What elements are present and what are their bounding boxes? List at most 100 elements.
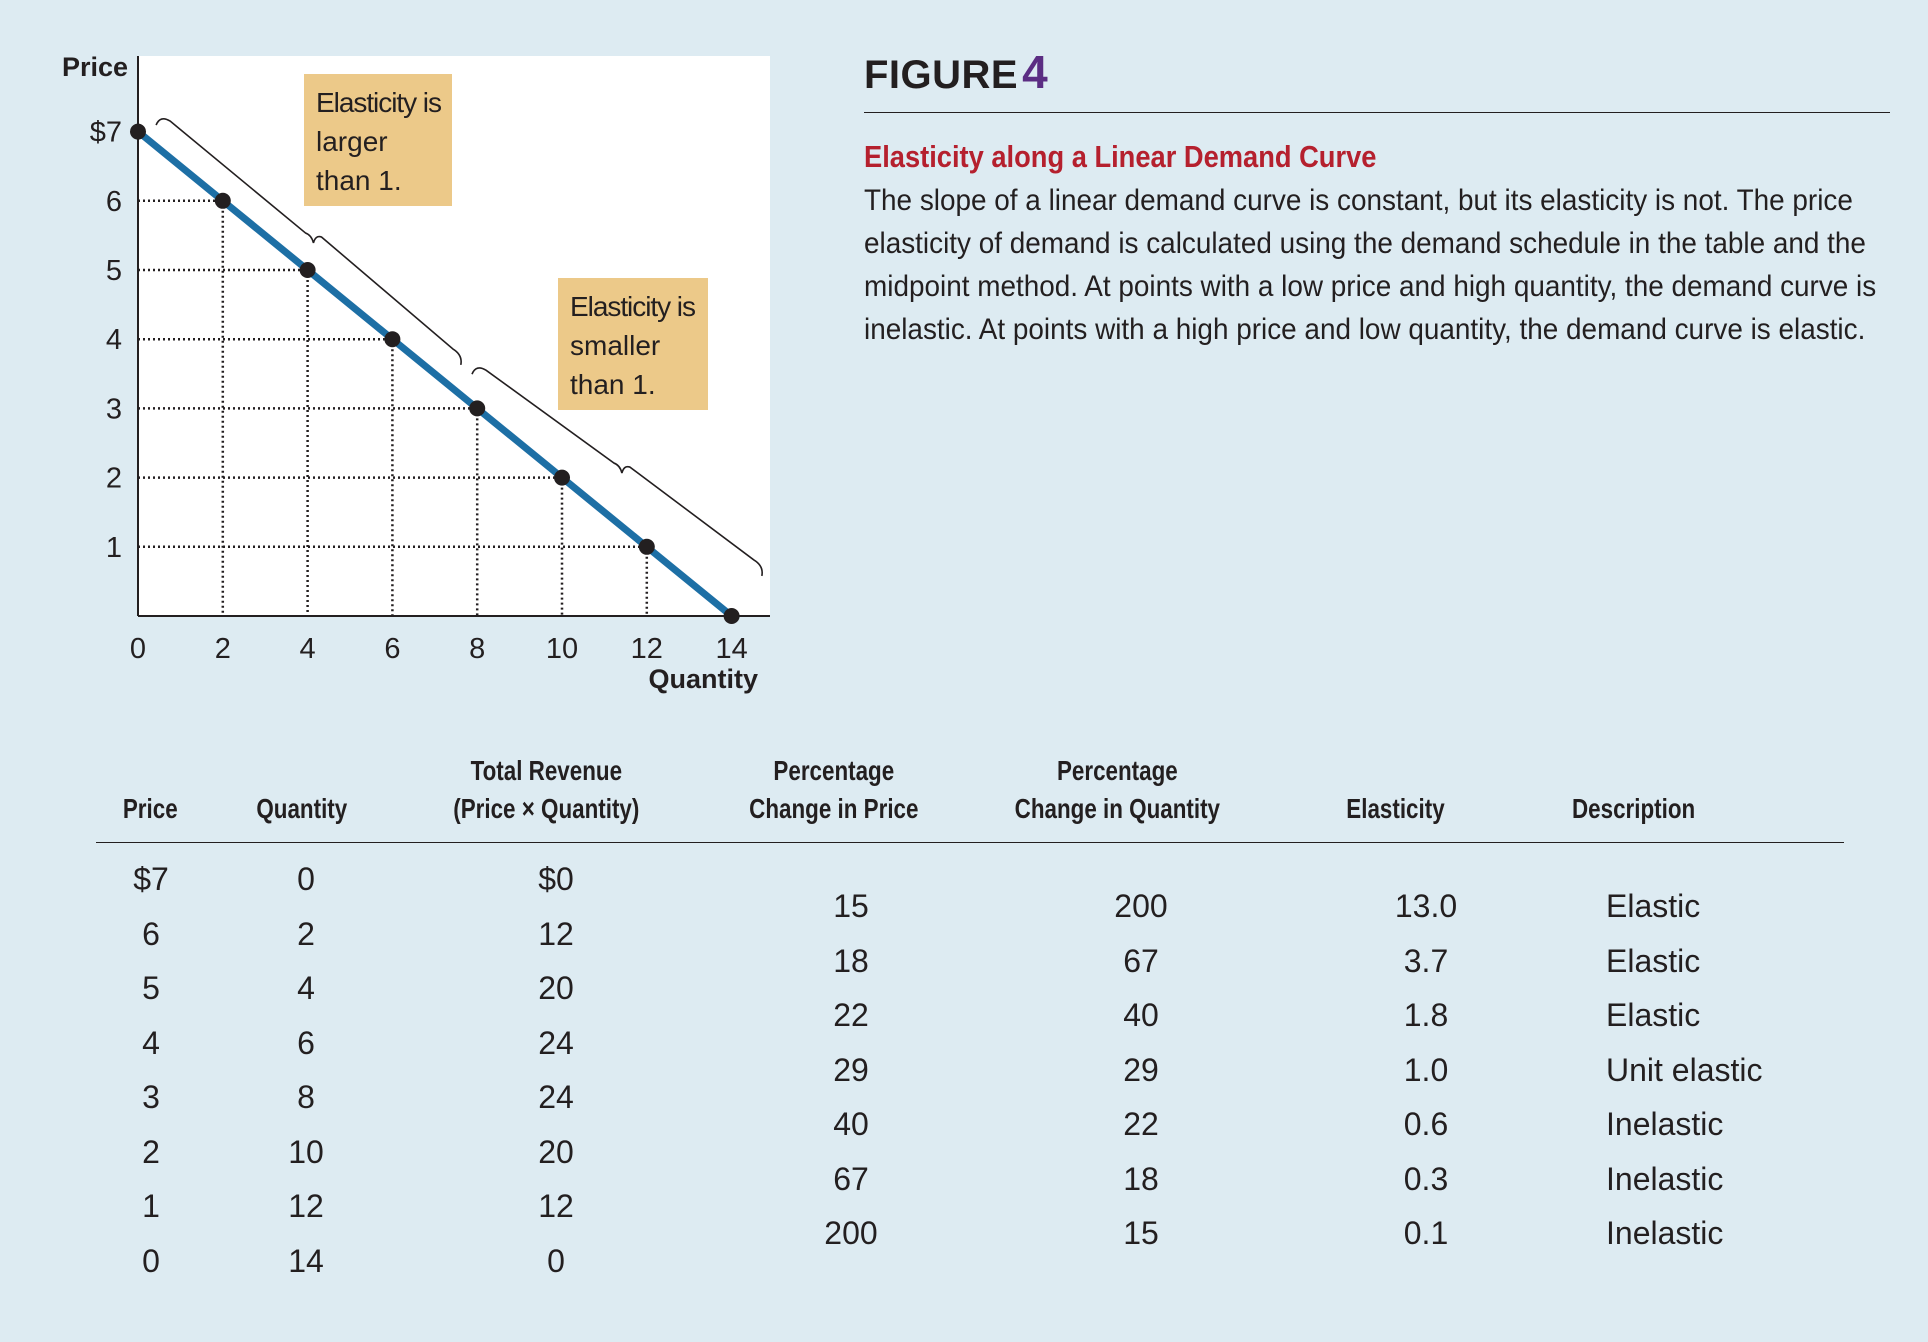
demand-curve-chart: 0 2 4 6 8 10 12 14 $7 6 5 4 3 2 1 Elasticity is larger t… xyxy=(62,52,770,694)
x-tick-label: 8 xyxy=(469,633,485,665)
y-tick-label: 2 xyxy=(106,463,122,495)
demand-series xyxy=(130,123,740,624)
change-cell-description: Elastic xyxy=(1606,942,1701,979)
change-cell-pct_price: 29 xyxy=(833,1051,869,1088)
change-cell-description: Elastic xyxy=(1606,888,1701,925)
change-cell-pct_qty: 15 xyxy=(1123,1215,1159,1252)
schedule-cell-revenue: 24 xyxy=(538,1079,574,1115)
schedule-cell-quantity: 8 xyxy=(297,1079,315,1115)
change-cell-pct_price: 15 xyxy=(833,888,869,925)
x-tick-label: 14 xyxy=(715,633,747,665)
demand-line xyxy=(135,128,734,619)
axis-ticks: 0 2 4 6 8 10 12 14 $7 6 5 4 3 2 1 xyxy=(90,117,748,665)
change-cell-pct_qty: 67 xyxy=(1123,942,1159,979)
schedule-cell-revenue: 20 xyxy=(538,1133,574,1170)
figure-caption: The slope of a linear demand curve is co… xyxy=(864,184,1877,347)
schedule-cell-price: 0 xyxy=(142,1242,160,1279)
schedule-cell-price: 3 xyxy=(142,1079,160,1115)
schedule-cell-price: 4 xyxy=(142,1024,160,1061)
schedule-cell-quantity: 4 xyxy=(297,970,315,1006)
change-cell-elasticity: 0.6 xyxy=(1403,1106,1449,1143)
figure-number: 4 xyxy=(1022,46,1049,98)
x-tick-label: 10 xyxy=(546,633,578,665)
schedule-cell-price: 6 xyxy=(142,915,160,952)
change-cell-elasticity: 1.8 xyxy=(1403,997,1449,1034)
change-cell-pct_price: 18 xyxy=(833,942,869,979)
annotation-text: Elasticity is xyxy=(316,87,442,118)
x-tick-label: 2 xyxy=(215,633,231,665)
data-point xyxy=(638,538,655,555)
header-total-revenue: Total Revenue (Price × Quantity) xyxy=(400,752,692,843)
change-cell-description: Elastic xyxy=(1606,997,1701,1034)
x-tick-label: 4 xyxy=(300,633,316,665)
y-tick-label: 5 xyxy=(106,255,122,287)
header-price: Price xyxy=(96,752,205,843)
figure-title: Elasticity along a Linear Demand Curve xyxy=(864,139,1377,175)
figure-rule xyxy=(864,112,1890,114)
table-body: $7 0 $0 6 2 12 5 4 20 4 6 24 3 8 24 2 10 20 1 12 12 0 14 0 15 200… xyxy=(96,852,1844,1292)
change-cell-description: Inelastic xyxy=(1606,1215,1724,1252)
header-pct-change-price: Percentage Change in Price xyxy=(691,752,976,843)
data-point xyxy=(299,262,316,278)
x-tick-label: 12 xyxy=(631,633,663,665)
data-point xyxy=(554,469,570,486)
y-tick-label: 6 xyxy=(106,186,122,218)
annotation-box xyxy=(558,278,708,410)
header-elasticity: Elasticity xyxy=(1258,752,1532,843)
schedule-cell-quantity: 12 xyxy=(288,1188,324,1224)
annotation-text: than 1. xyxy=(316,165,402,196)
annotation-box xyxy=(304,74,452,206)
gridlines xyxy=(138,199,649,616)
schedule-cell-price: 5 xyxy=(142,970,160,1006)
change-cell-description: Inelastic xyxy=(1606,1106,1724,1143)
change-cell-pct_qty: 40 xyxy=(1123,997,1159,1034)
data-point xyxy=(384,331,401,348)
schedule-cell-price: 2 xyxy=(142,1133,160,1170)
schedule-cell-quantity: 0 xyxy=(297,861,315,897)
change-cell-elasticity: 13.0 xyxy=(1394,888,1458,925)
y-tick-label: 1 xyxy=(106,532,122,564)
annotation-text: Elasticity is xyxy=(570,291,696,322)
schedule-cell-revenue: 0 xyxy=(547,1242,565,1279)
schedule-cell-price: $7 xyxy=(133,861,169,897)
schedule-cell-revenue: 12 xyxy=(538,1188,574,1224)
schedule-cell-revenue: 24 xyxy=(538,1024,574,1061)
schedule-cell-revenue: 20 xyxy=(538,970,574,1006)
y-tick-label: 3 xyxy=(106,393,122,425)
change-cell-pct_qty: 22 xyxy=(1123,1106,1159,1143)
figure-caption-block: FIGURE4 Elasticity along a Linear Demand… xyxy=(864,40,1890,351)
x-tick-label: 6 xyxy=(384,633,400,665)
y-tick-label: 4 xyxy=(106,324,122,356)
annotations: Elasticity is larger than 1. Elasticity is s… xyxy=(304,74,708,410)
y-axis-label: Price xyxy=(62,52,128,82)
figure-heading: FIGURE4 xyxy=(864,40,1890,104)
brace-inelastic xyxy=(471,367,763,577)
change-cell-elasticity: 0.3 xyxy=(1403,1160,1449,1197)
schedule-cell-revenue: 12 xyxy=(538,915,574,952)
schedule-cell-quantity: 10 xyxy=(288,1133,324,1170)
elasticity-braces xyxy=(155,118,763,577)
change-cell-pct_price: 22 xyxy=(833,997,869,1034)
annotation-text: larger xyxy=(316,126,388,157)
header-pct-change-quantity: Percentage Change in Quantity xyxy=(975,752,1259,843)
data-point xyxy=(469,400,486,417)
annotation-text: than 1. xyxy=(570,369,656,400)
figure-label: FIGURE xyxy=(864,53,1019,97)
change-cell-pct_qty: 18 xyxy=(1123,1160,1159,1197)
y-tick-label: $7 xyxy=(90,117,122,149)
schedule-cell-revenue: $0 xyxy=(538,861,574,897)
change-cell-description: Unit elastic xyxy=(1606,1051,1763,1088)
change-cell-pct_price: 67 xyxy=(833,1160,869,1197)
change-cell-pct_price: 200 xyxy=(824,1215,878,1252)
annotation-text: smaller xyxy=(570,330,660,361)
x-axis-label: Quantity xyxy=(648,664,758,694)
change-cell-description: Inelastic xyxy=(1606,1160,1724,1197)
schedule-cell-quantity: 14 xyxy=(288,1242,324,1279)
data-point xyxy=(723,608,740,624)
change-cell-pct_price: 40 xyxy=(833,1106,869,1143)
x-tick-label: 0 xyxy=(130,633,146,665)
header-quantity: Quantity xyxy=(204,752,401,843)
change-cell-pct_qty: 29 xyxy=(1123,1051,1159,1088)
change-cell-elasticity: 3.7 xyxy=(1403,942,1449,979)
schedule-cell-price: 1 xyxy=(142,1188,160,1224)
